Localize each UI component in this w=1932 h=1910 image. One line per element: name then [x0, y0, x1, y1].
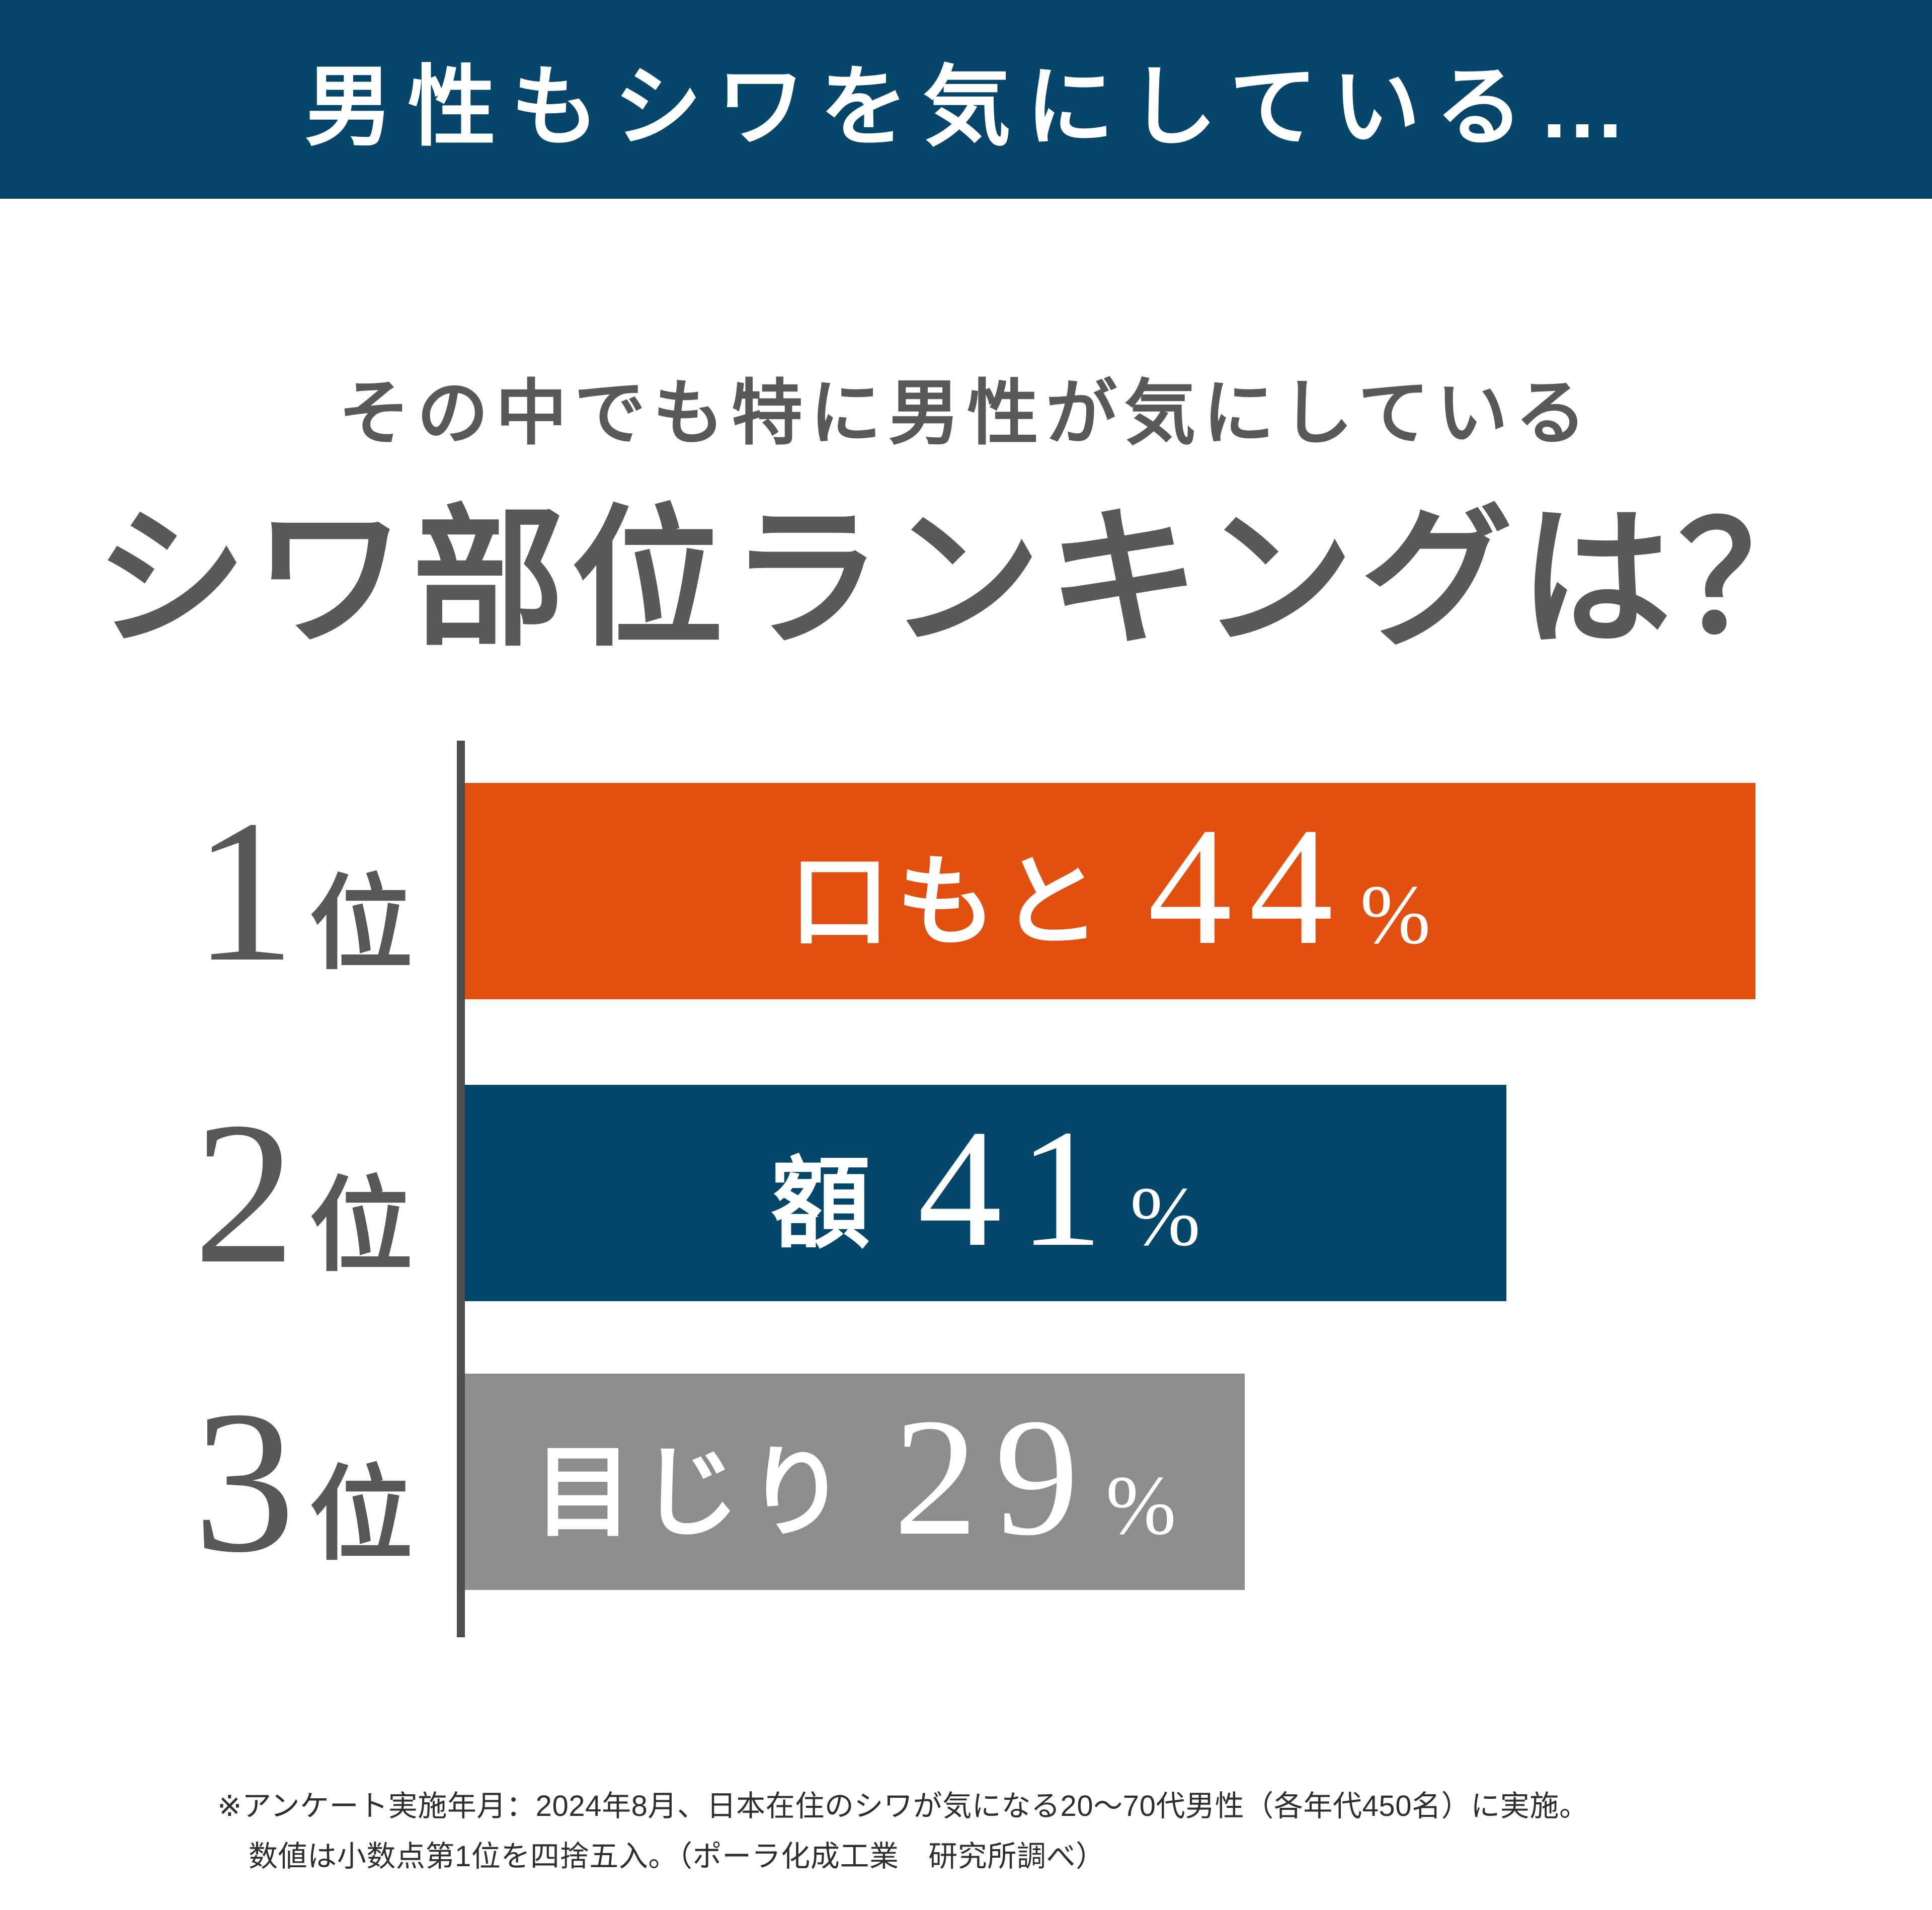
footnote-line-1: ※アンケート実施年月：2024年8月、日本在住のシワが気になる20〜70代男性（… [217, 1790, 1589, 1822]
percent-sign: % [1360, 867, 1431, 962]
rank-label-1: 1 位 [80, 783, 413, 999]
bar-rank2: 額 41 % [465, 1085, 1506, 1301]
page-title: シワ部位ランキングは？ [95, 494, 1837, 664]
bar-category: 額 [771, 1148, 877, 1259]
bar-label-rank2: 額 41 % [771, 1104, 1200, 1272]
bar-rank1: 口もと 44 % [465, 783, 1755, 999]
rank-number: 2 [193, 1080, 296, 1306]
percent-sign: % [1105, 1458, 1176, 1552]
bar-category: 口もと [789, 846, 1108, 958]
chart-row-rank3: 3 位 目じり 29 % [0, 1374, 1932, 1590]
rank-number: 1 [193, 778, 296, 1004]
survey-footnote: ※アンケート実施年月：2024年8月、日本在住のシワが気になる20〜70代男性（… [217, 1781, 1777, 1882]
bar-label-rank1: 口もと 44 % [790, 802, 1431, 971]
rank-label-3: 3 位 [80, 1374, 413, 1590]
bar-label-rank3: 目じり 29 % [533, 1393, 1176, 1561]
header-banner: 男性もシワを気にしている… [0, 0, 1932, 199]
bar-category: 目じり [533, 1437, 853, 1548]
bar-rank3: 目じり 29 % [465, 1374, 1245, 1590]
rank-suffix: 位 [309, 866, 413, 982]
bar-value: 44 [1148, 792, 1350, 980]
percent-sign: % [1130, 1169, 1200, 1263]
chart-axis-line [457, 741, 465, 1637]
chart-row-rank2: 2 位 額 41 % [0, 1085, 1932, 1301]
rank-number: 3 [193, 1369, 296, 1595]
footnote-line-2: 数値は小数点第1位を四捨五入。（ポーラ化成工業 研究所調べ） [249, 1840, 1105, 1873]
rank-suffix: 位 [309, 1168, 413, 1284]
rank-suffix: 位 [309, 1457, 413, 1572]
chart-row-rank1: 1 位 口もと 44 % [0, 783, 1932, 999]
rank-label-2: 2 位 [80, 1085, 413, 1301]
chart-subtitle: その中でも特に男性が気にしている [338, 373, 1594, 453]
bar-value: 41 [917, 1094, 1120, 1282]
bar-value: 29 [893, 1383, 1096, 1570]
banner-title: 男性もシワを気にしている… [304, 58, 1642, 156]
